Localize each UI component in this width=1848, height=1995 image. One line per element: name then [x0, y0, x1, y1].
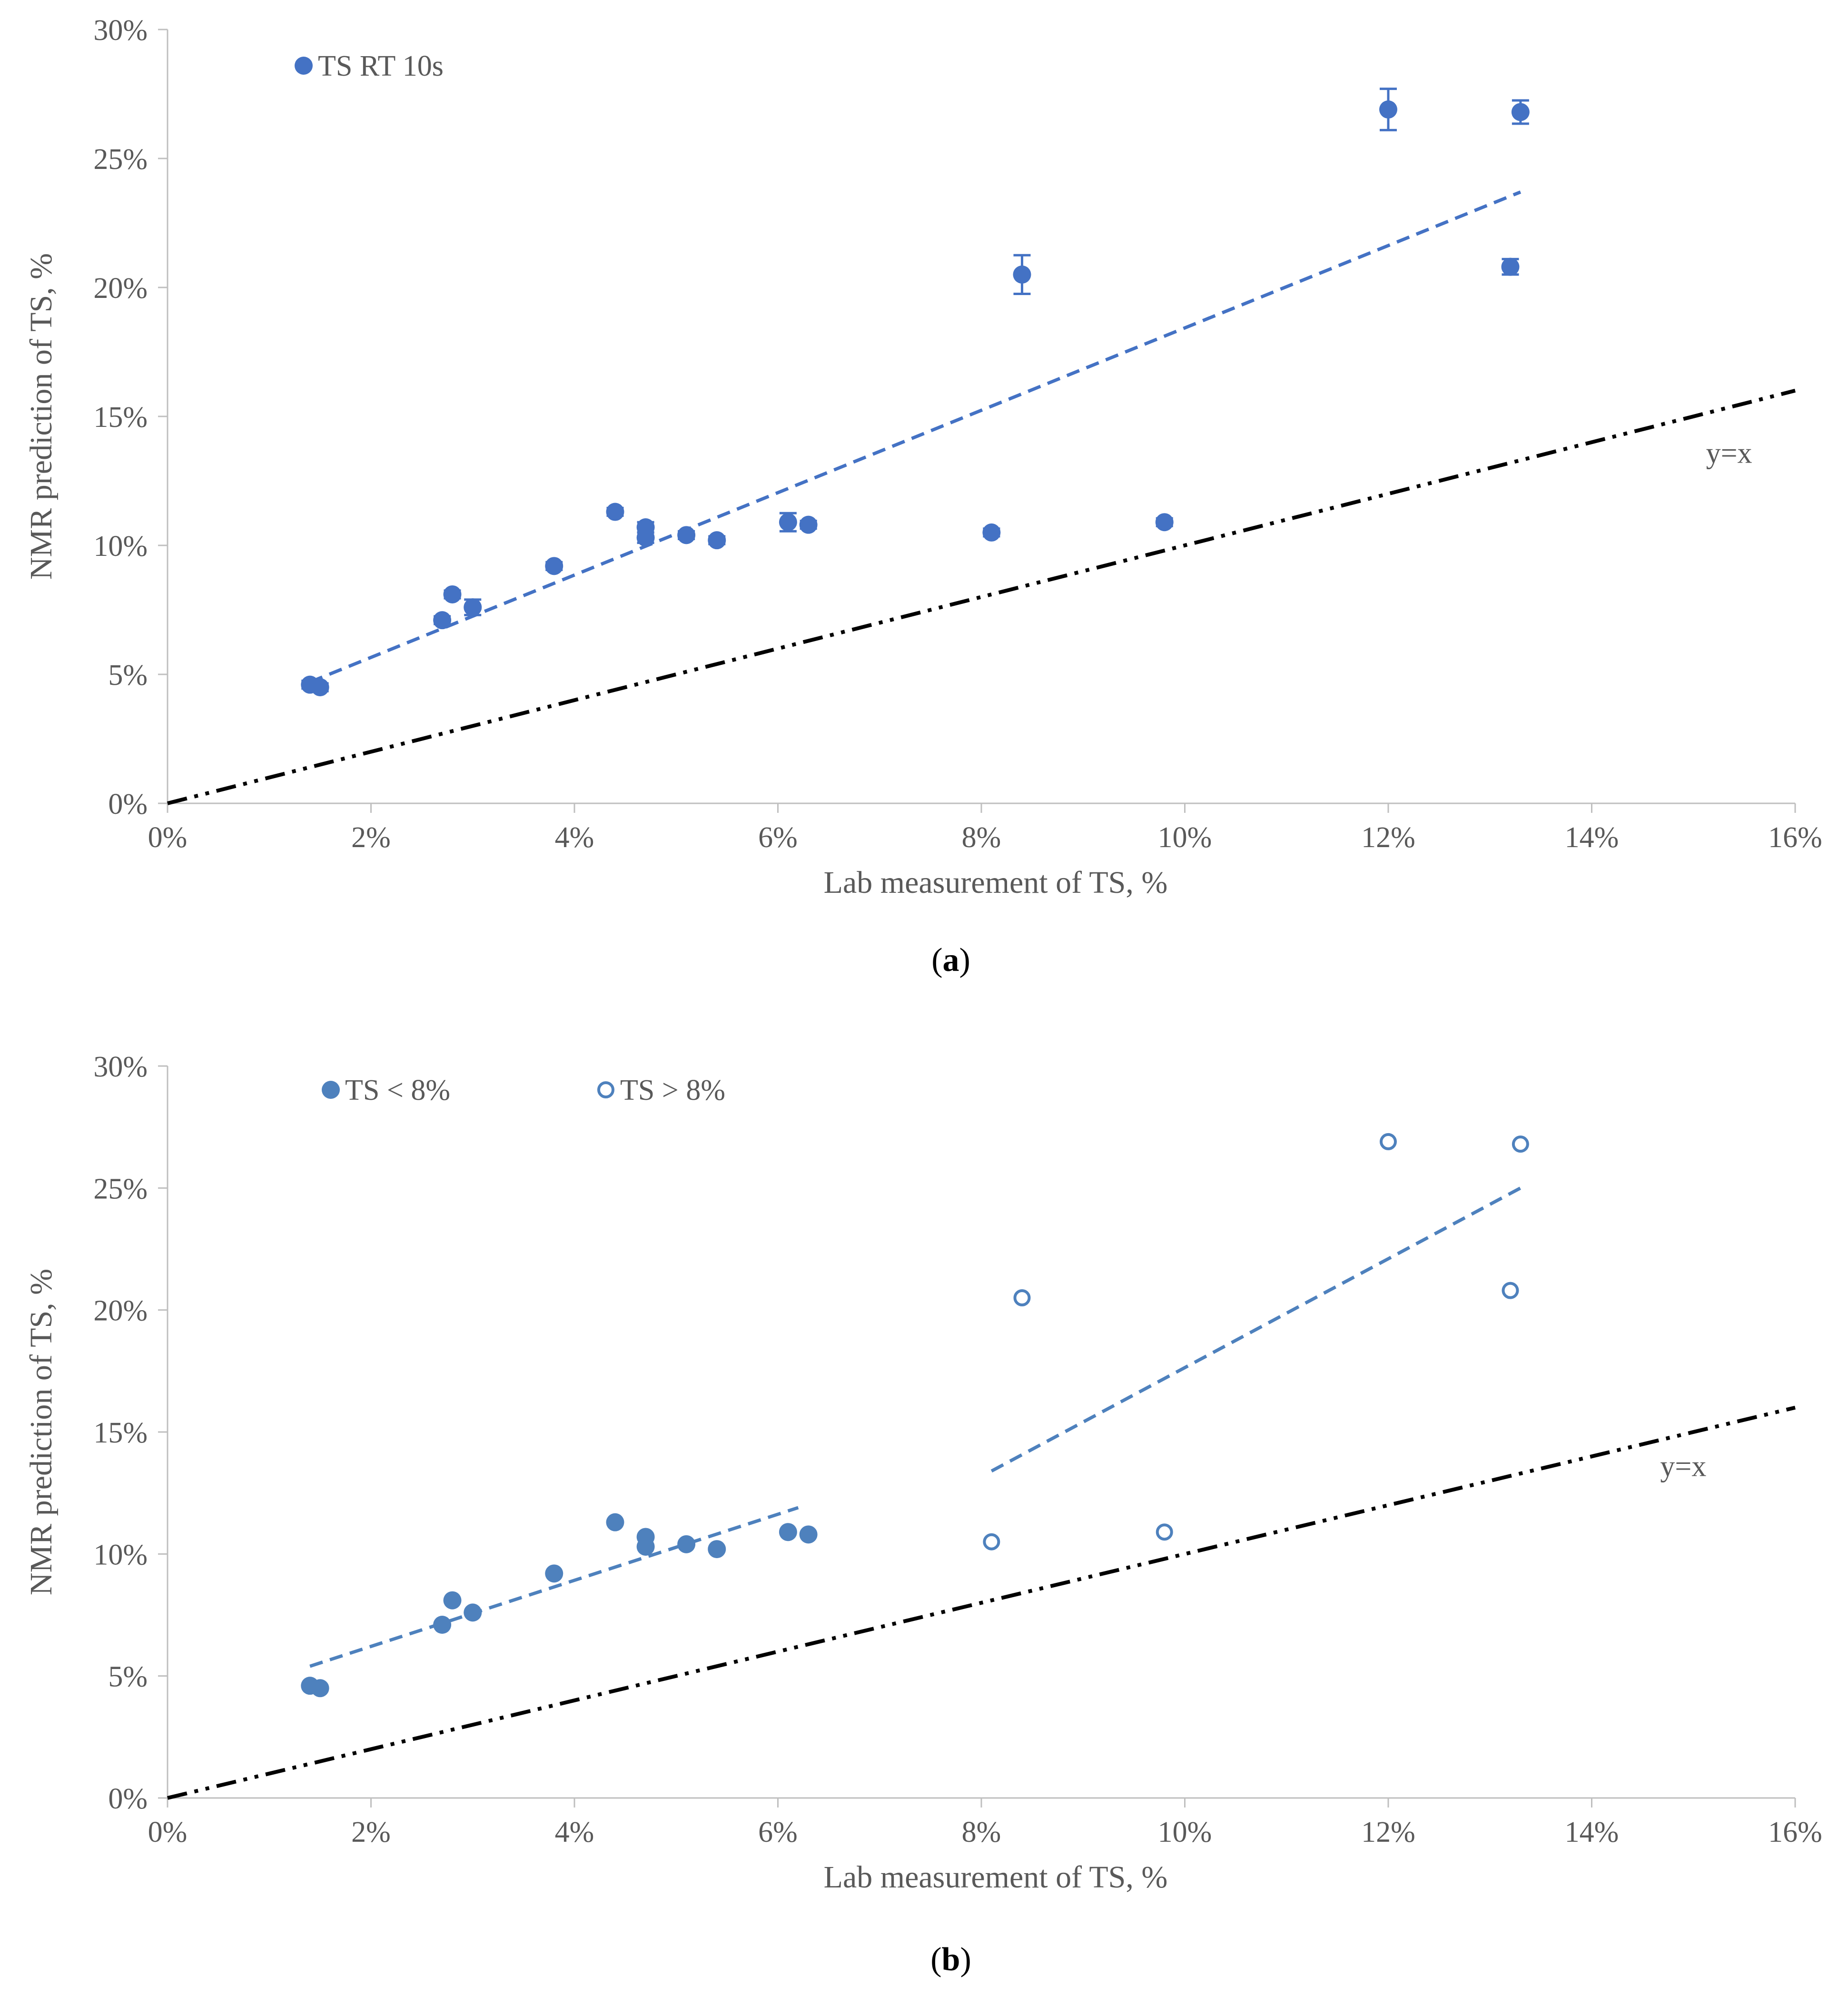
x-tick-label: 0%	[148, 821, 188, 854]
y-tick-label: 10%	[93, 1539, 148, 1571]
y-tick-label: 5%	[108, 659, 148, 691]
x-tick-label: 4%	[555, 821, 594, 854]
y-tick-label: 10%	[93, 530, 148, 563]
reference-line	[167, 388, 1796, 805]
data-point	[1013, 265, 1031, 284]
y-tick-label: 0%	[108, 788, 148, 820]
data-point	[1512, 1136, 1529, 1153]
chart-panel-a: 0% 5% 10% 15% 20% 25% 30% 0% 2% 4% 6% 8% 10% 12% 14% 16…	[24, 14, 1822, 978]
data-point	[636, 1537, 655, 1556]
x-tick-label: 2%	[351, 821, 391, 854]
trendline-fit-low	[309, 1506, 799, 1668]
data-point	[443, 1591, 462, 1610]
y-tick-label: 20%	[93, 1295, 148, 1327]
data-point	[464, 598, 482, 617]
caption-letter: a	[943, 942, 959, 978]
legend-label: TS > 8%	[620, 1074, 725, 1106]
x-tick-label: 12%	[1361, 821, 1415, 854]
data-point	[636, 528, 655, 547]
data-point	[464, 1603, 482, 1622]
data-point	[1502, 1282, 1519, 1299]
x-tick-label: 14%	[1565, 1816, 1619, 1848]
x-tick-label: 16%	[1768, 1816, 1822, 1848]
data-point	[545, 1564, 563, 1583]
x-tick-label: 6%	[758, 1816, 798, 1848]
caption-paren: (	[931, 942, 942, 978]
x-tick-label: 8%	[962, 821, 1001, 854]
trendline-fit-all	[309, 190, 1522, 684]
data-point	[1379, 100, 1397, 119]
y-tick-label: 20%	[93, 272, 148, 305]
data-point	[311, 678, 329, 697]
x-tick-label: 16%	[1768, 821, 1822, 854]
chart-panel-b: 0% 5% 10% 15% 20% 25% 30% 0% 2% 4% 6% 8% 10% 12% 14% 16…	[24, 1051, 1822, 1978]
y-tick-label: 5%	[108, 1661, 148, 1693]
data-point	[433, 611, 452, 630]
data-point	[677, 1535, 696, 1553]
x-axis-title: Lab measurement of TS, %	[824, 1860, 1168, 1895]
trendline-fit-high	[990, 1186, 1522, 1473]
caption-paren: )	[959, 942, 970, 978]
data-point	[983, 1533, 1000, 1551]
data-point	[799, 1525, 818, 1544]
y-axis-title: NMR prediction of TS, %	[24, 1269, 59, 1595]
y-axis-title: NMR prediction of TS, %	[24, 253, 59, 580]
x-tick-label: 0%	[148, 1816, 188, 1848]
x-tick-label: 4%	[555, 1816, 594, 1848]
y-tick-label: 15%	[93, 401, 148, 434]
data-point	[433, 1616, 452, 1634]
data-point	[982, 523, 1001, 542]
data-point	[443, 585, 462, 603]
caption-paren: (	[930, 1941, 941, 1978]
data-point	[1013, 1289, 1031, 1307]
data-point	[545, 557, 563, 575]
data-point	[779, 1523, 797, 1541]
caption-letter: b	[942, 1941, 960, 1978]
data-point	[1511, 103, 1530, 121]
data-point	[677, 526, 696, 544]
legend-marker	[295, 57, 313, 75]
legend-label: TS RT 10s	[318, 50, 444, 82]
data-point	[708, 1540, 726, 1559]
x-tick-label: 14%	[1565, 821, 1619, 854]
reference-line-label: y=x	[1706, 437, 1752, 470]
x-tick-label: 10%	[1158, 821, 1212, 854]
x-tick-label: 12%	[1361, 1816, 1415, 1848]
x-axis-title: Lab measurement of TS, %	[824, 865, 1168, 900]
y-tick-label: 0%	[108, 1783, 148, 1815]
reference-line	[167, 1405, 1796, 1800]
figure-caption: (a)	[931, 942, 970, 978]
data-point	[779, 513, 797, 532]
y-tick-label: 30%	[93, 14, 148, 47]
caption-paren: )	[960, 1941, 971, 1978]
y-tick-label: 30%	[93, 1051, 148, 1083]
y-tick-label: 15%	[93, 1417, 148, 1449]
y-tick-label: 25%	[93, 1173, 148, 1205]
reference-line-label: y=x	[1660, 1450, 1706, 1482]
x-tick-label: 10%	[1158, 1816, 1212, 1848]
data-point	[606, 1513, 624, 1531]
x-tick-label: 2%	[351, 1816, 391, 1848]
x-tick-label: 8%	[962, 1816, 1001, 1848]
data-point	[1156, 1523, 1173, 1541]
data-point	[606, 503, 624, 521]
legend-marker	[597, 1081, 614, 1098]
data-point	[1155, 513, 1174, 532]
data-point	[1501, 257, 1520, 276]
data-point	[1380, 1133, 1397, 1150]
data-point	[708, 531, 726, 550]
x-tick-label: 6%	[758, 821, 798, 854]
data-point	[799, 515, 818, 534]
legend-label: TS < 8%	[345, 1074, 450, 1106]
y-tick-label: 25%	[93, 143, 148, 176]
data-point	[311, 1679, 329, 1698]
figure-caption: (b)	[930, 1941, 971, 1978]
legend-marker	[322, 1081, 340, 1099]
